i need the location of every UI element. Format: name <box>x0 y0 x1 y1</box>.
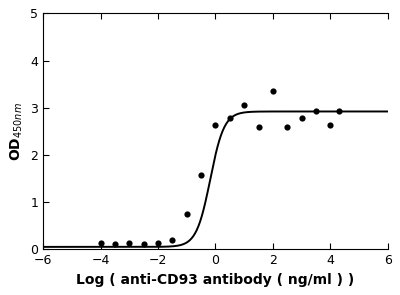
Point <box>298 116 305 120</box>
Point <box>112 241 118 246</box>
Point <box>169 237 176 242</box>
Point <box>97 241 104 245</box>
X-axis label: Log ( anti-CD93 antibody ( ng/ml ) ): Log ( anti-CD93 antibody ( ng/ml ) ) <box>76 273 354 287</box>
Point <box>140 241 147 246</box>
Point <box>126 240 132 245</box>
Point <box>212 123 219 127</box>
Point <box>270 89 276 94</box>
Point <box>336 109 342 113</box>
Point <box>241 103 247 108</box>
Point <box>226 116 233 120</box>
Point <box>255 124 262 129</box>
Point <box>155 241 161 245</box>
Point <box>313 109 319 113</box>
Y-axis label: OD$_{450nm}$: OD$_{450nm}$ <box>8 102 25 161</box>
Point <box>184 212 190 216</box>
Point <box>198 172 204 177</box>
Point <box>327 123 334 127</box>
Point <box>284 124 290 129</box>
